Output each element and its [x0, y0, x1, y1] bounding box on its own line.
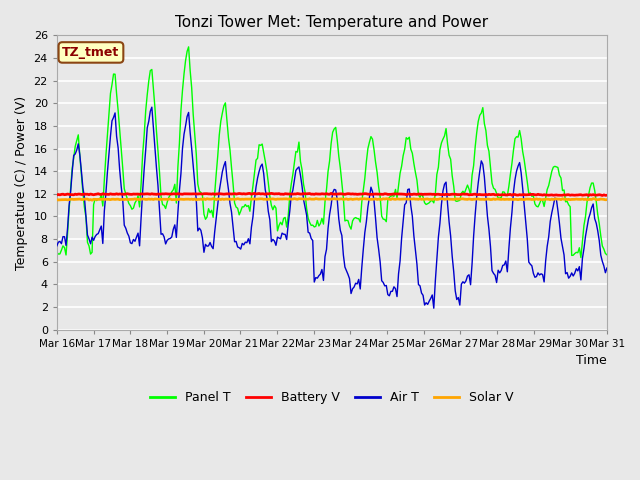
Air T — [53, 243, 61, 249]
Air T — [430, 305, 438, 311]
Solar V — [388, 196, 396, 202]
Air T — [120, 222, 128, 228]
X-axis label: Time: Time — [576, 354, 607, 367]
Panel T — [185, 44, 193, 50]
Panel T — [577, 255, 585, 261]
Y-axis label: Temperature (C) / Power (V): Temperature (C) / Power (V) — [15, 96, 28, 270]
Solar V — [237, 196, 244, 202]
Solar V — [246, 196, 253, 202]
Air T — [237, 246, 244, 252]
Battery V — [236, 191, 243, 196]
Solar V — [575, 196, 583, 202]
Legend: Panel T, Battery V, Air T, Solar V: Panel T, Battery V, Air T, Solar V — [145, 386, 518, 409]
Battery V — [120, 192, 128, 197]
Air T — [218, 169, 226, 175]
Battery V — [53, 192, 61, 198]
Battery V — [244, 191, 252, 196]
Battery V — [603, 192, 611, 198]
Panel T — [237, 208, 244, 214]
Battery V — [574, 192, 582, 198]
Panel T — [603, 252, 611, 258]
Battery V — [217, 191, 225, 197]
Line: Battery V: Battery V — [57, 193, 607, 195]
Panel T — [218, 110, 226, 116]
Battery V — [295, 191, 303, 197]
Solar V — [295, 196, 303, 202]
Air T — [246, 241, 253, 247]
Title: Tonzi Tower Met: Temperature and Power: Tonzi Tower Met: Temperature and Power — [175, 15, 488, 30]
Panel T — [295, 139, 303, 145]
Solar V — [218, 196, 226, 202]
Panel T — [53, 250, 61, 255]
Line: Panel T: Panel T — [57, 47, 607, 258]
Panel T — [120, 186, 128, 192]
Line: Solar V: Solar V — [57, 199, 607, 200]
Battery V — [598, 192, 606, 198]
Text: TZ_tmet: TZ_tmet — [62, 46, 120, 59]
Battery V — [268, 191, 275, 196]
Air T — [575, 264, 583, 270]
Air T — [295, 164, 303, 170]
Solar V — [88, 197, 96, 203]
Air T — [603, 265, 611, 271]
Solar V — [122, 196, 130, 202]
Solar V — [603, 197, 611, 203]
Panel T — [246, 208, 253, 214]
Panel T — [574, 250, 582, 256]
Solar V — [53, 197, 61, 203]
Line: Air T: Air T — [57, 107, 607, 308]
Air T — [148, 104, 156, 110]
